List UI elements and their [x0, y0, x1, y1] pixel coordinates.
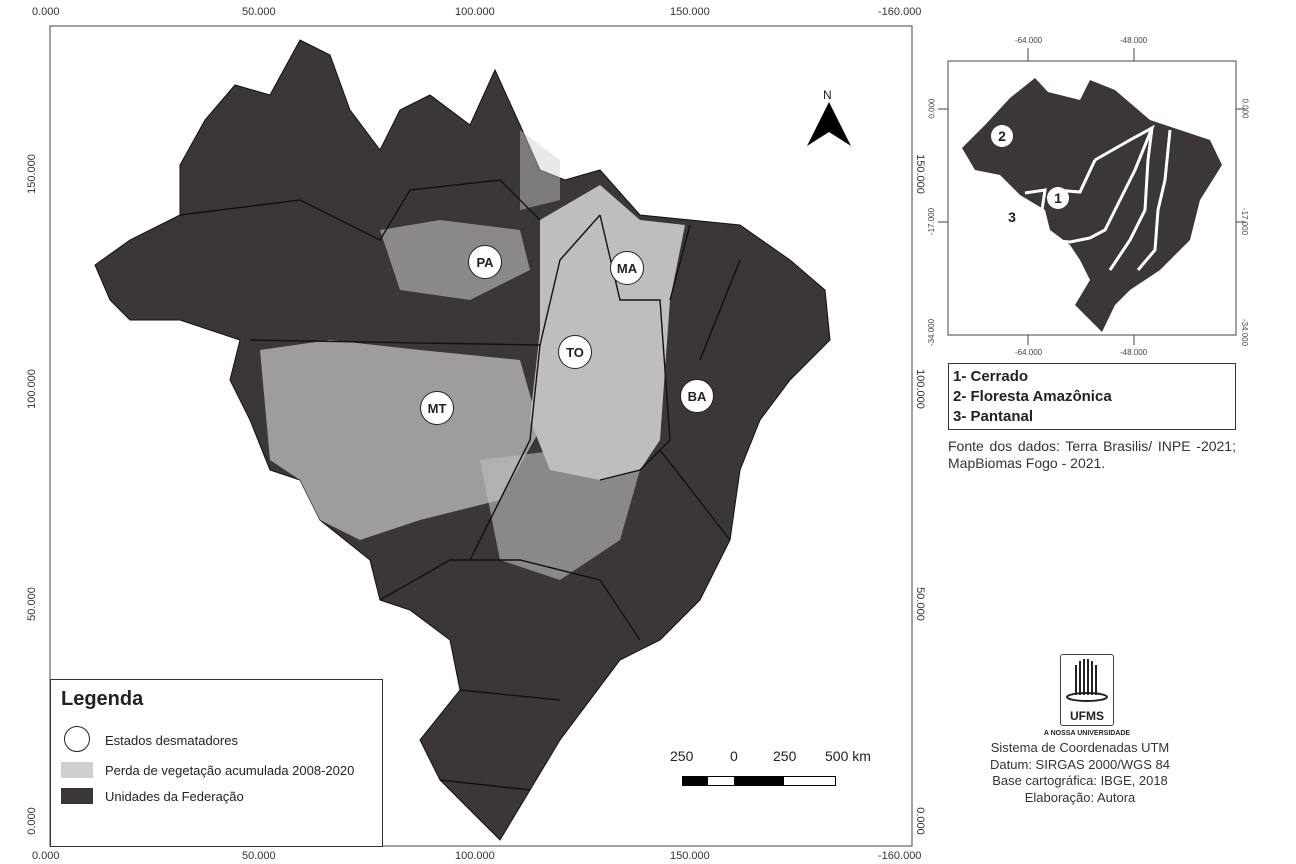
x-tick: 0.000: [32, 6, 60, 18]
credit-line: Datum: SIRGAS 2000/WGS 84: [990, 756, 1170, 772]
y-tick: 150.000: [25, 154, 38, 194]
map-legend: Legenda Estados desmatadores Perda de ve…: [50, 679, 383, 847]
legend-item: Estados desmatadores: [61, 726, 238, 752]
x-tick: -160.000: [878, 6, 922, 18]
y-tick: 0.000: [25, 807, 38, 835]
legend-item: Unidades da Federação: [61, 788, 244, 804]
credit-line: Sistema de Coordenadas UTM: [990, 740, 1170, 755]
inset-map: -64.000 -48.000 -64.000 -48.000 0.000 -1…: [927, 0, 1296, 360]
inset-brazil: [962, 78, 1222, 332]
y-tick: 150.000: [913, 154, 926, 194]
state-marker: MA: [610, 251, 644, 285]
inset-legend-item: 3- Pantanal: [953, 408, 1034, 425]
scale-label: 250: [670, 748, 694, 764]
state-marker: BA: [680, 379, 714, 413]
credit-line: Elaboração: Autora: [1024, 789, 1136, 805]
state-marker: MT: [420, 391, 454, 425]
x-tick: 150.000: [670, 6, 710, 18]
y-tick: 100.000: [913, 369, 926, 409]
biome-marker: 2: [991, 125, 1013, 147]
north-label: N: [823, 88, 832, 102]
x-tick: 100.000: [455, 850, 495, 862]
x-tick: 100.000: [455, 6, 495, 18]
building-icon: [1066, 659, 1108, 702]
biome-boundaries: [1022, 124, 1172, 271]
logo-text: UFMS: [1070, 709, 1104, 723]
inset-y-tick: -17.000: [927, 207, 937, 236]
data-source-text: Fonte dos dados: Terra Brasilis/ INPE -2…: [948, 438, 1236, 471]
x-tick: 150.000: [670, 850, 710, 862]
inset-x-tick: -48.000: [1120, 36, 1148, 45]
scale-label: 250: [773, 748, 797, 764]
biome-marker: 1: [1047, 187, 1069, 209]
x-tick: 0.000: [32, 850, 60, 862]
inset-x-tick: -48.000: [1120, 348, 1148, 357]
y-tick: 50.000: [25, 587, 38, 621]
north-arrow-icon: [807, 102, 851, 146]
state-marker: TO: [558, 335, 592, 369]
y-tick: 0.000: [913, 807, 926, 835]
x-tick: 50.000: [242, 6, 276, 18]
legend-title: Legenda: [61, 688, 144, 710]
legend-label: Perda de vegetação acumulada 2008-2020: [105, 762, 355, 778]
state-marker: PA: [468, 245, 502, 279]
main-map-canvas: [49, 25, 913, 847]
scale-label: 500 km: [825, 748, 871, 764]
light-fill-swatch: [61, 762, 93, 778]
legend-label: Unidades da Federação: [105, 788, 244, 804]
x-tick: 50.000: [242, 850, 276, 862]
x-tick: -160.000: [878, 850, 922, 862]
inset-y-tick: -34.000: [1240, 318, 1250, 347]
biome-marker: 3: [1001, 206, 1023, 228]
scale-label: 0: [730, 748, 738, 764]
inset-y-tick: 0.000: [927, 98, 937, 119]
scale-bar: 250 0 250 500 km: [660, 748, 890, 793]
inset-legend-item: 2- Floresta Amazônica: [953, 388, 1112, 405]
inset-map-canvas: [938, 48, 1246, 345]
north-arrow: N: [804, 88, 854, 148]
y-tick: 100.000: [25, 369, 38, 409]
legend-item: Perda de vegetação acumulada 2008-2020: [61, 762, 354, 778]
inset-legend: 1- Cerrado 2- Floresta Amazônica 3- Pant…: [948, 363, 1236, 430]
ufms-logo: UFMS: [1060, 654, 1114, 726]
inset-x-tick: -64.000: [1015, 348, 1043, 357]
dark-fill-swatch: [61, 788, 93, 804]
main-map: 0.000 50.000 100.000 150.000 -160.000 0.…: [25, 6, 926, 862]
vegetation-loss: [260, 130, 685, 580]
legend-label: Estados desmatadores: [105, 732, 238, 748]
state-borders: [179, 179, 741, 791]
y-tick: 50.000: [913, 587, 926, 621]
circle-symbol-icon: [61, 726, 93, 752]
inset-y-tick: -34.000: [927, 318, 937, 347]
map-credits: Sistema de Coordenadas UTM Datum: SIRGAS…: [960, 740, 1200, 806]
inset-y-tick: 0.000: [1240, 98, 1250, 119]
logo-tagline: A NOSSA UNIVERSIDADE: [1043, 730, 1131, 737]
map-frame: [49, 25, 913, 847]
credit-line: Base cartográfica: IBGE, 2018: [992, 773, 1168, 788]
inset-x-tick: -64.000: [1015, 36, 1043, 45]
inset-legend-item: 1- Cerrado: [953, 368, 1029, 385]
inset-y-tick: -17.000: [1240, 207, 1250, 236]
